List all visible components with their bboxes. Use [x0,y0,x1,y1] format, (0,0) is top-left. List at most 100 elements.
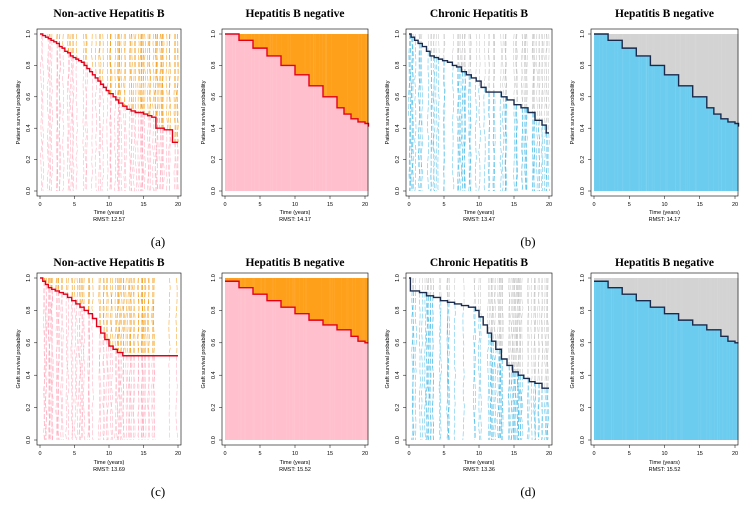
y-tick-label: 0.4 [211,124,217,132]
sample-line-below [62,48,64,191]
sample-line-below [127,356,128,440]
sample-line-below [70,56,71,191]
y-tick-label: 0.2 [395,156,401,164]
sample-line-below [121,103,122,191]
sample-line-below [463,306,464,440]
sample-line-below [114,97,115,191]
sample-line-below [410,34,411,191]
sample-line-below [153,356,155,440]
sample-line-below [135,113,136,192]
y-tick-label: 1.0 [211,30,217,38]
y-tick-label: 0.8 [580,307,586,315]
x-axis-label: Time (years) [94,210,125,216]
sample-line-below [120,353,121,440]
x-tick-label: 15 [511,202,517,208]
sample-line-below [153,117,155,191]
sample-line-above [121,278,122,353]
x-tick-label: 15 [140,202,146,208]
sample-line-below [548,133,549,191]
sample-line-below [79,304,80,440]
y-tick-label: 0.4 [26,371,32,379]
x-axis-label: Time (years) [464,210,495,216]
sample-line-below [107,91,108,191]
sample-line-above [77,278,78,304]
y-axis-label: Patient survival probability [570,80,576,144]
sample-line-below [438,59,439,191]
sample-line-above [86,34,87,65]
sample-line-above [166,34,167,130]
sample-line-below [100,81,101,191]
sample-line-below [95,78,97,191]
x-tick-label: 20 [546,451,552,457]
sample-line-below [424,293,425,440]
sample-line-above [511,278,512,365]
survival-curve [40,278,178,356]
sample-line-below [175,142,176,191]
y-tick-label: 1.0 [395,274,401,282]
sample-line-below [415,40,416,191]
y-tick-label: 1.0 [395,30,401,38]
sample-line-below [148,356,149,440]
sample-line-above [439,278,440,297]
sample-line-below [502,97,504,191]
sample-line-below [480,317,481,440]
sample-line-below [500,92,501,191]
sample-line-below [454,304,455,440]
sample-line-above [539,278,540,383]
rmst-label: RMST: 13.69 [93,467,125,473]
y-tick-label: 0.8 [211,62,217,70]
y-tick-label: 0.0 [26,187,32,195]
y-tick-label: 0.2 [26,404,32,412]
sample-line-below [139,113,140,192]
sample-line-above [469,34,470,75]
sample-line-above [123,34,125,106]
y-tick-label: 0.8 [395,62,401,70]
sample-line-below [66,294,67,440]
x-tick-label: 15 [697,451,703,457]
sample-line-above [502,278,503,359]
sample-line-below [474,307,475,440]
panel-title: Non-active Hepatitis B [53,8,164,20]
y-tick-label: 0.0 [26,436,32,444]
sample-line-below [83,62,84,191]
x-tick-label: 10 [476,202,482,208]
sample-line-below [544,125,545,191]
plot-frame [37,29,181,196]
sample-line-below [131,111,132,191]
y-tick-label: 0.2 [580,404,586,412]
sample-line-below [99,81,100,191]
y-tick-label: 0.0 [395,436,401,444]
sample-line-below [147,116,148,191]
sample-line-above [72,34,73,56]
sample-line-below [125,106,126,191]
sample-line-above [421,34,422,43]
sample-line-below [444,61,445,191]
y-tick-label: 0.0 [580,187,586,195]
x-tick-label: 5 [628,202,631,208]
x-tick-label: 15 [697,202,703,208]
sample-line-above [102,34,103,84]
y-tick-label: 0.6 [580,93,586,101]
sample-line-below [115,349,116,440]
sample-line-below [478,317,479,440]
panel-title: Hepatitis B negative [615,257,714,269]
x-tick-label: 10 [476,451,482,457]
sample-line-below [163,128,164,191]
y-tick-label: 0.0 [395,187,401,195]
sample-line-above [62,278,63,293]
sample-line-above [524,34,525,108]
y-tick-label: 0.4 [580,371,586,379]
x-tick-label: 0 [223,451,226,457]
sample-line-below [74,301,76,440]
sample-line-below [76,304,77,440]
y-tick-label: 0.8 [580,62,586,70]
sample-line-above [489,278,490,333]
x-tick-label: 15 [140,451,146,457]
panel-title: Chronic Hepatitis B [430,8,529,20]
sample-line-above [153,34,154,117]
sample-line-below [41,34,43,191]
sample-line-above [147,34,148,116]
sample-line-above [513,278,514,372]
